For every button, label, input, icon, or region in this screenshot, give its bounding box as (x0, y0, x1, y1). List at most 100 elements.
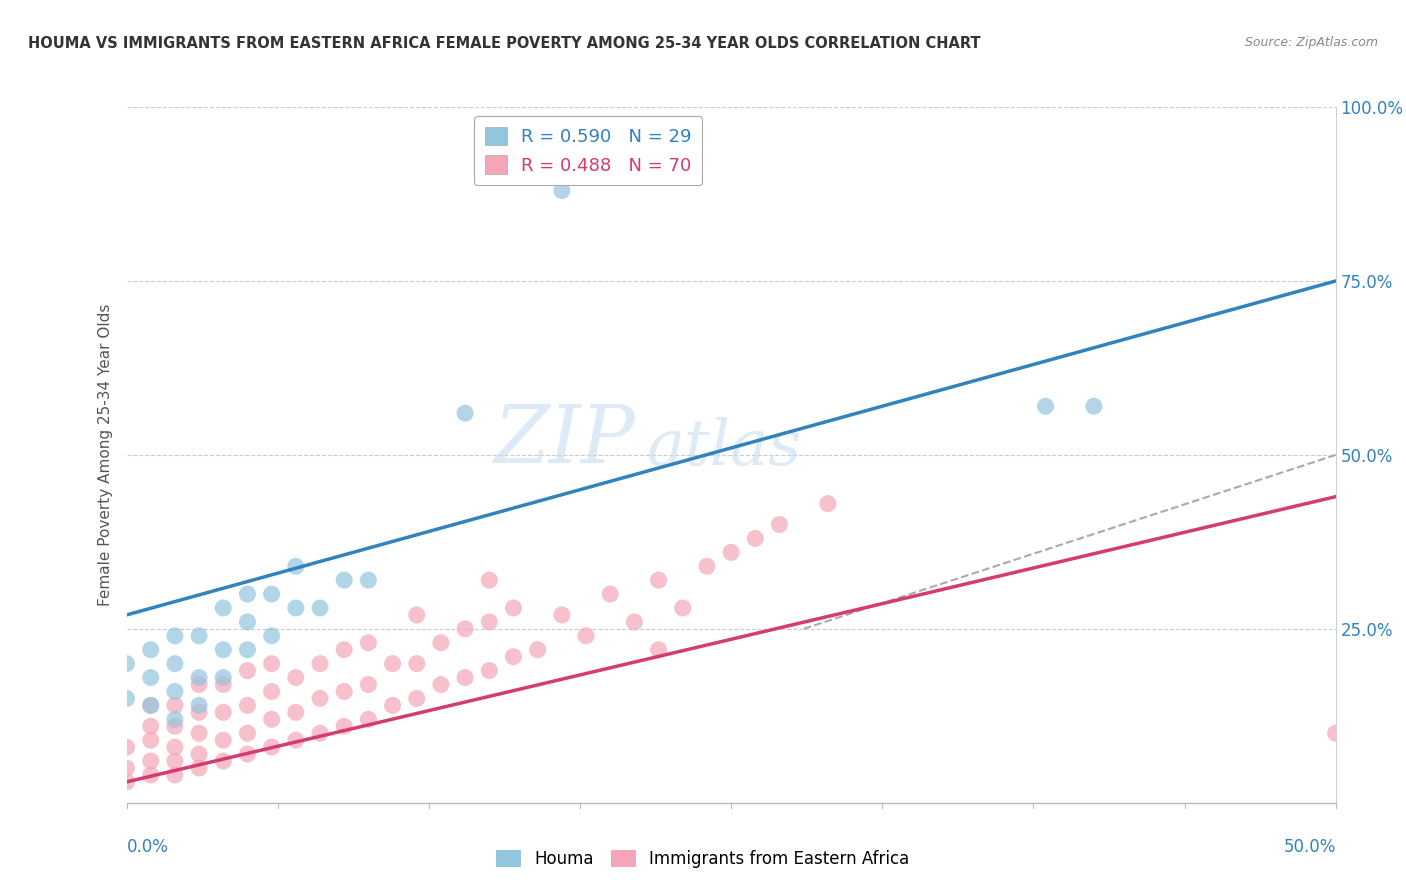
Point (139, 698, 162, 713)
Point (696, 559, 718, 574)
Point (1083, 399, 1105, 413)
Point (188, 677, 211, 691)
Text: 0.0%: 0.0% (127, 838, 169, 855)
Point (309, 601, 332, 615)
Point (623, 615, 645, 629)
Point (188, 698, 211, 713)
Point (405, 691, 427, 706)
Point (163, 768, 186, 782)
Point (212, 671, 235, 685)
Point (575, 629, 598, 643)
Point (381, 698, 404, 713)
Point (551, 184, 574, 198)
Point (260, 587, 283, 601)
Point (236, 587, 259, 601)
Point (188, 761, 211, 775)
Point (163, 684, 186, 698)
Point (599, 587, 621, 601)
Point (284, 559, 307, 574)
Point (381, 657, 404, 671)
Point (188, 671, 211, 685)
Point (647, 573, 669, 587)
Point (720, 545, 742, 559)
Point (115, 775, 138, 789)
Text: ZIP: ZIP (492, 402, 634, 480)
Legend: Houma, Immigrants from Eastern Africa: Houma, Immigrants from Eastern Africa (489, 843, 917, 875)
Point (309, 691, 332, 706)
Point (163, 698, 186, 713)
Point (284, 733, 307, 747)
Text: Source: ZipAtlas.com: Source: ZipAtlas.com (1244, 36, 1378, 49)
Point (212, 677, 235, 691)
Point (212, 706, 235, 720)
Point (333, 719, 356, 733)
Point (139, 698, 162, 713)
Point (309, 657, 332, 671)
Point (115, 691, 138, 706)
Point (188, 747, 211, 761)
Point (163, 712, 186, 726)
Point (163, 740, 186, 755)
Point (284, 601, 307, 615)
Point (188, 726, 211, 740)
Point (478, 573, 501, 587)
Point (309, 726, 332, 740)
Point (260, 657, 283, 671)
Point (260, 684, 283, 698)
Text: HOUMA VS IMMIGRANTS FROM EASTERN AFRICA FEMALE POVERTY AMONG 25-34 YEAR OLDS COR: HOUMA VS IMMIGRANTS FROM EASTERN AFRICA … (28, 36, 981, 51)
Point (139, 671, 162, 685)
Point (260, 712, 283, 726)
Point (405, 657, 427, 671)
Point (502, 649, 524, 664)
Point (744, 532, 766, 546)
Point (817, 497, 839, 511)
Point (357, 712, 380, 726)
Point (454, 406, 477, 420)
Point (188, 706, 211, 720)
Point (333, 684, 356, 698)
Point (357, 636, 380, 650)
Text: 50.0%: 50.0% (1284, 838, 1336, 855)
Point (430, 636, 453, 650)
Point (139, 719, 162, 733)
Point (212, 601, 235, 615)
Point (260, 740, 283, 755)
Point (115, 761, 138, 775)
Point (236, 698, 259, 713)
Point (768, 517, 790, 532)
Point (139, 754, 162, 768)
Point (163, 754, 186, 768)
Text: atlas: atlas (647, 417, 801, 479)
Point (1324, 726, 1347, 740)
Point (115, 657, 138, 671)
Point (333, 642, 356, 657)
Y-axis label: Female Poverty Among 25-34 Year Olds: Female Poverty Among 25-34 Year Olds (97, 304, 112, 606)
Point (357, 573, 380, 587)
Point (478, 664, 501, 678)
Point (551, 607, 574, 622)
Point (139, 768, 162, 782)
Point (333, 573, 356, 587)
Point (672, 601, 695, 615)
Point (236, 615, 259, 629)
Point (284, 706, 307, 720)
Legend: R = 0.590   N = 29, R = 0.488   N = 70: R = 0.590 N = 29, R = 0.488 N = 70 (474, 116, 703, 186)
Point (188, 629, 211, 643)
Point (1035, 399, 1057, 413)
Point (236, 747, 259, 761)
Point (163, 719, 186, 733)
Point (526, 642, 548, 657)
Point (139, 733, 162, 747)
Point (454, 622, 477, 636)
Point (236, 664, 259, 678)
Point (212, 733, 235, 747)
Point (284, 671, 307, 685)
Point (405, 607, 427, 622)
Point (647, 642, 669, 657)
Point (212, 754, 235, 768)
Point (115, 740, 138, 755)
Point (163, 657, 186, 671)
Point (260, 629, 283, 643)
Point (357, 677, 380, 691)
Point (502, 601, 524, 615)
